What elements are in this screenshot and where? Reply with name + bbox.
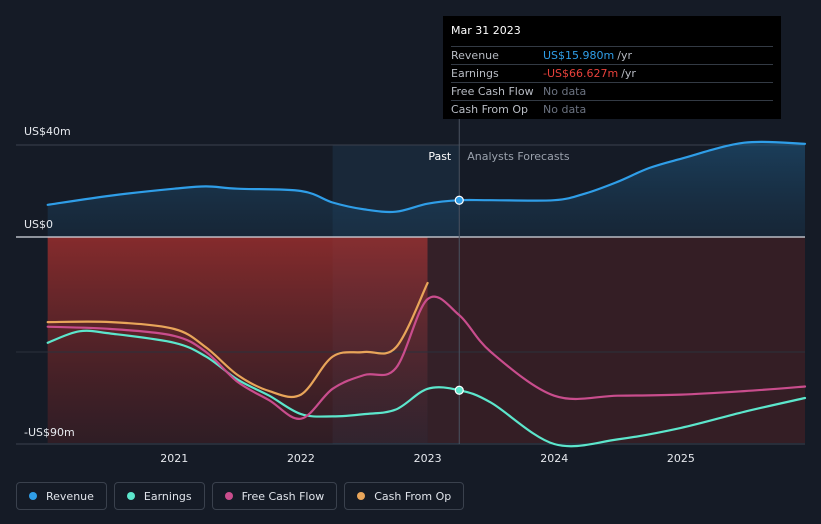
tooltip-row-cash-from-op: Cash From Op No data xyxy=(451,100,773,118)
legend-item-revenue[interactable]: Revenue xyxy=(16,482,107,510)
negative-area-forecast xyxy=(427,237,805,443)
forecast-label: Analysts Forecasts xyxy=(467,150,570,163)
legend-label: Cash From Op xyxy=(374,489,452,503)
tooltip-row-revenue: Revenue US$15.980m /yr xyxy=(451,46,773,64)
highlight-marker-earnings xyxy=(454,385,464,395)
tooltip-label: Cash From Op xyxy=(451,103,529,116)
series-line-cash-from-op xyxy=(46,281,429,399)
tooltip-label: Earnings xyxy=(451,67,499,80)
negative-area-past xyxy=(47,237,428,443)
legend-item-cash-from-op[interactable]: Cash From Op xyxy=(344,482,465,510)
y-axis-label: US$40m xyxy=(24,125,71,138)
tooltip-label: Free Cash Flow xyxy=(451,85,534,98)
tooltip-value: No data xyxy=(543,103,587,116)
legend-item-earnings[interactable]: Earnings xyxy=(113,482,205,510)
x-tick-label: 2025 xyxy=(667,452,695,465)
legend-label: Revenue xyxy=(46,489,94,503)
tooltip-row-free-cash-flow: Free Cash Flow No data xyxy=(451,82,773,100)
data-tooltip: Mar 31 2023 Revenue US$15.980m /yr Earni… xyxy=(443,16,781,119)
y-axis-label: -US$90m xyxy=(24,426,75,439)
legend-dot-icon xyxy=(126,492,135,500)
series-line-revenue xyxy=(46,140,807,214)
x-tick-label: 2024 xyxy=(540,452,568,465)
legend-dot-icon xyxy=(29,492,37,500)
tooltip-row-earnings: Earnings -US$66.627m /yr xyxy=(451,64,773,82)
legend-dot-icon xyxy=(357,492,366,500)
x-tick-label: 2022 xyxy=(287,452,315,465)
tooltip-date: Mar 31 2023 xyxy=(451,24,521,37)
past-label: Past xyxy=(428,150,452,163)
legend-label: Earnings xyxy=(143,489,192,503)
tooltip-unit: /yr xyxy=(617,49,632,62)
tooltip-unit: /yr xyxy=(621,67,636,80)
highlight-marker-revenue xyxy=(454,195,464,205)
tooltip-label: Revenue xyxy=(451,49,499,62)
tooltip-value: No data xyxy=(543,85,587,98)
tooltip-value: US$15.980m xyxy=(543,49,615,62)
y-axis-label: US$0 xyxy=(24,218,53,231)
legend-item-free-cash-flow[interactable]: Free Cash Flow xyxy=(211,482,338,510)
legend-dot-icon xyxy=(224,492,233,500)
series-line-free-cash-flow xyxy=(46,295,807,420)
series-line-earnings xyxy=(46,329,807,448)
revenue-area xyxy=(47,141,805,237)
chart-legend: Revenue Earnings Free Cash Flow Cash Fro… xyxy=(16,482,465,510)
x-tick-label: 2023 xyxy=(414,452,442,465)
tooltip-value: -US$66.627m xyxy=(543,67,619,80)
legend-label: Free Cash Flow xyxy=(241,489,325,503)
x-tick-label: 2021 xyxy=(160,452,188,465)
